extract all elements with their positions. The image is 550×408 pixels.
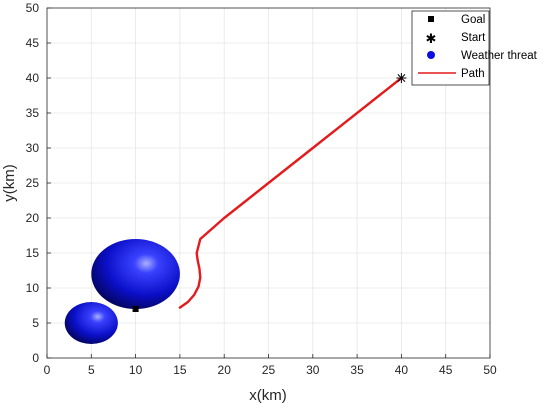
y-tick-label: 35 bbox=[26, 106, 40, 120]
x-tick-label: 0 bbox=[44, 363, 51, 377]
legend-start-swatch: ✱ bbox=[426, 32, 437, 47]
legend-path-label: Path bbox=[461, 68, 485, 80]
x-tick-label: 25 bbox=[262, 363, 276, 377]
x-tick-label: 45 bbox=[439, 363, 453, 377]
x-tick-label: 50 bbox=[483, 363, 497, 377]
x-tick-label: 15 bbox=[173, 363, 187, 377]
legend-goal-swatch bbox=[428, 16, 434, 22]
legend-threat-label: Weather threat bbox=[461, 50, 538, 62]
y-tick-label: 50 bbox=[26, 1, 40, 15]
path-group bbox=[178, 76, 403, 309]
x-tick-label: 35 bbox=[350, 363, 364, 377]
y-tick-label: 30 bbox=[26, 141, 40, 155]
x-tick-label: 30 bbox=[306, 363, 320, 377]
path-line bbox=[178, 76, 403, 309]
legend-threat-swatch bbox=[427, 51, 435, 59]
y-tick-label: 5 bbox=[32, 316, 39, 330]
start-marker-stroke bbox=[397, 74, 406, 82]
weather-threat-sphere bbox=[64, 302, 118, 344]
x-tick-label: 40 bbox=[395, 363, 409, 377]
ticks: 0 5 10 15 20 25 30 35 40 45 50 0 5 10 15 20 25 30 35 40 45 50 bbox=[26, 1, 497, 377]
x-tick-label: 10 bbox=[129, 363, 143, 377]
legend-start-label: Start bbox=[461, 32, 486, 44]
start-marker bbox=[396, 73, 407, 83]
y-tick-label: 45 bbox=[26, 36, 40, 50]
goal-marker bbox=[132, 306, 139, 312]
markers bbox=[132, 73, 407, 312]
y-tick-label: 25 bbox=[26, 176, 40, 190]
x-axis-label: x(km) bbox=[249, 387, 287, 404]
legend-goal-label: Goal bbox=[461, 14, 485, 26]
y-tick-label: 40 bbox=[26, 71, 40, 85]
weather-threat-sphere bbox=[91, 239, 180, 309]
weather-threats bbox=[64, 239, 180, 344]
legend: Goal ✱ Start Weather threat Path bbox=[411, 10, 538, 86]
y-axis-label: y(km) bbox=[1, 164, 18, 202]
y-tick-label: 15 bbox=[26, 246, 40, 260]
x-tick-label: 5 bbox=[88, 363, 95, 377]
y-tick-label: 10 bbox=[26, 281, 40, 295]
y-tick-label: 20 bbox=[26, 211, 40, 225]
y-tick-label: 0 bbox=[32, 351, 39, 365]
x-tick-label: 20 bbox=[218, 363, 232, 377]
